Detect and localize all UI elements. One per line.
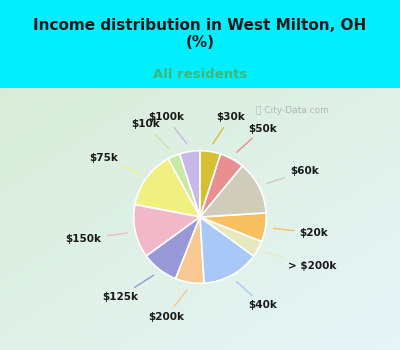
- Wedge shape: [180, 151, 200, 217]
- Text: $125k: $125k: [102, 275, 154, 302]
- Text: $100k: $100k: [148, 112, 187, 144]
- Wedge shape: [146, 217, 200, 279]
- Text: $150k: $150k: [66, 233, 127, 244]
- Wedge shape: [168, 154, 200, 217]
- Text: $200k: $200k: [148, 290, 187, 322]
- Wedge shape: [200, 213, 266, 241]
- Wedge shape: [134, 204, 200, 256]
- Text: Income distribution in West Milton, OH
(%): Income distribution in West Milton, OH (…: [33, 18, 367, 50]
- Text: 🔵 City-Data.com: 🔵 City-Data.com: [256, 106, 328, 115]
- Wedge shape: [200, 154, 242, 217]
- Wedge shape: [200, 217, 262, 256]
- Wedge shape: [200, 151, 220, 217]
- Wedge shape: [135, 159, 200, 217]
- Text: $50k: $50k: [236, 124, 277, 152]
- Wedge shape: [200, 217, 254, 283]
- Text: $40k: $40k: [236, 282, 278, 310]
- Text: All residents: All residents: [153, 68, 247, 80]
- Text: $30k: $30k: [213, 112, 244, 144]
- Text: $10k: $10k: [131, 119, 170, 149]
- Text: $60k: $60k: [266, 166, 318, 184]
- Text: $75k: $75k: [90, 153, 140, 174]
- Text: $20k: $20k: [274, 228, 328, 238]
- Text: > $200k: > $200k: [266, 252, 337, 271]
- Wedge shape: [176, 217, 204, 283]
- Wedge shape: [200, 166, 266, 217]
